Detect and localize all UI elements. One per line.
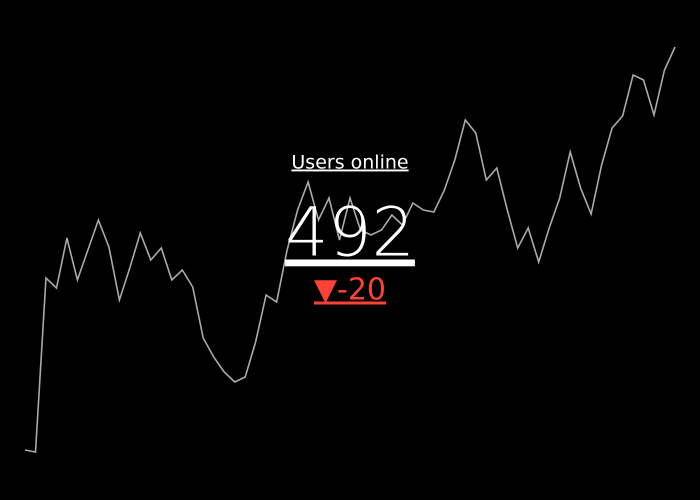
- sparkline: [24, 46, 676, 453]
- indicator-title: Users online: [291, 152, 408, 174]
- indicator-value: 492: [285, 194, 415, 273]
- indicator-delta: ▼-20: [314, 273, 386, 308]
